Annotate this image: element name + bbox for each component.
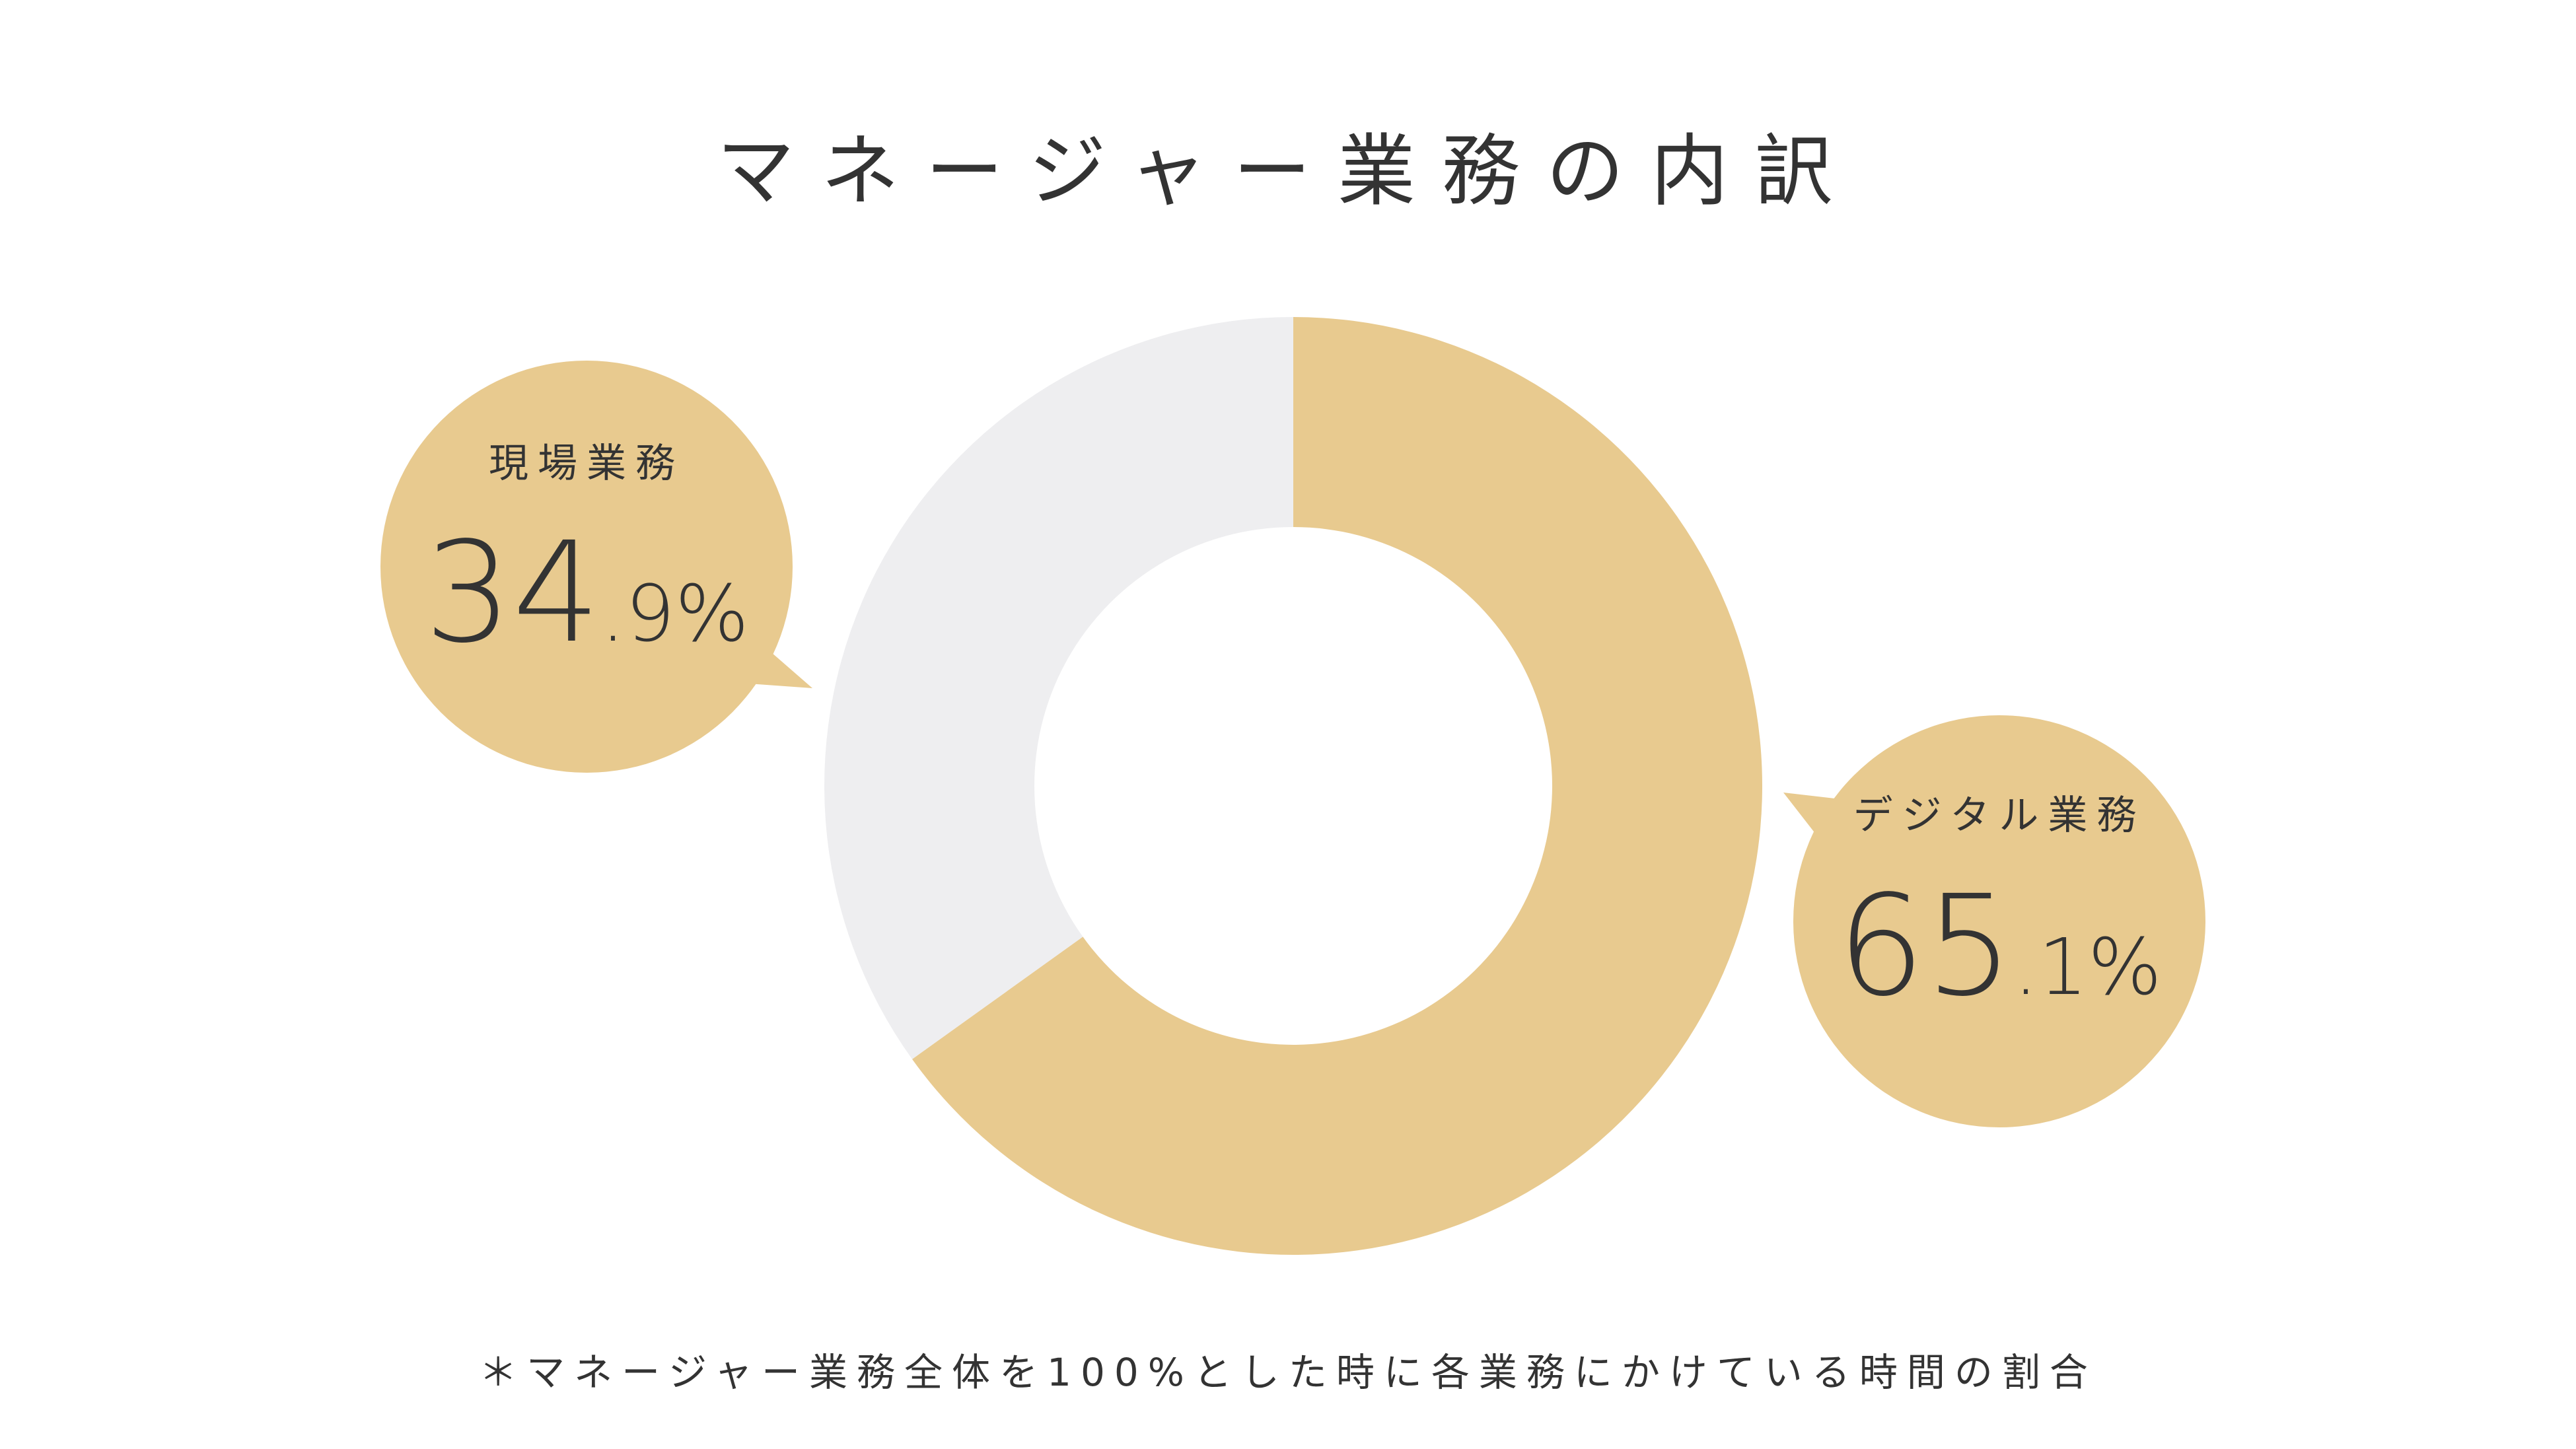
- bubble-digital-work-circle: [1793, 715, 2205, 1127]
- bubble-field-work-value-integer: 34: [424, 512, 600, 674]
- bubble-digital-work: デジタル業務 65.1%: [1783, 715, 2205, 1127]
- bubble-field-work: 現場業務 34.9%: [380, 361, 812, 773]
- bubble-digital-work-label: デジタル業務: [1853, 793, 2146, 839]
- bubble-digital-work-value-decimal: .1%: [2013, 921, 2162, 1012]
- donut-slices: [824, 317, 1763, 1255]
- donut-slice-field-work: [824, 317, 1293, 1059]
- bubble-field-work-value-decimal: .9%: [600, 568, 749, 659]
- bubble-digital-work-value: 65.1%: [1837, 865, 2162, 1027]
- bubble-field-work-circle: [380, 361, 793, 773]
- bubble-digital-work-value-integer: 65: [1837, 865, 2013, 1027]
- bubble-field-work-label: 現場業務: [489, 441, 684, 487]
- chart-title: マネージャー業務の内訳: [717, 125, 1859, 217]
- donut-slice-digital-work: [912, 317, 1763, 1255]
- chart-footnote: ＊マネージャー業務全体を100%とした時に各業務にかけている時間の割合: [479, 1350, 2097, 1395]
- bubble-field-work-value: 34.9%: [424, 512, 749, 674]
